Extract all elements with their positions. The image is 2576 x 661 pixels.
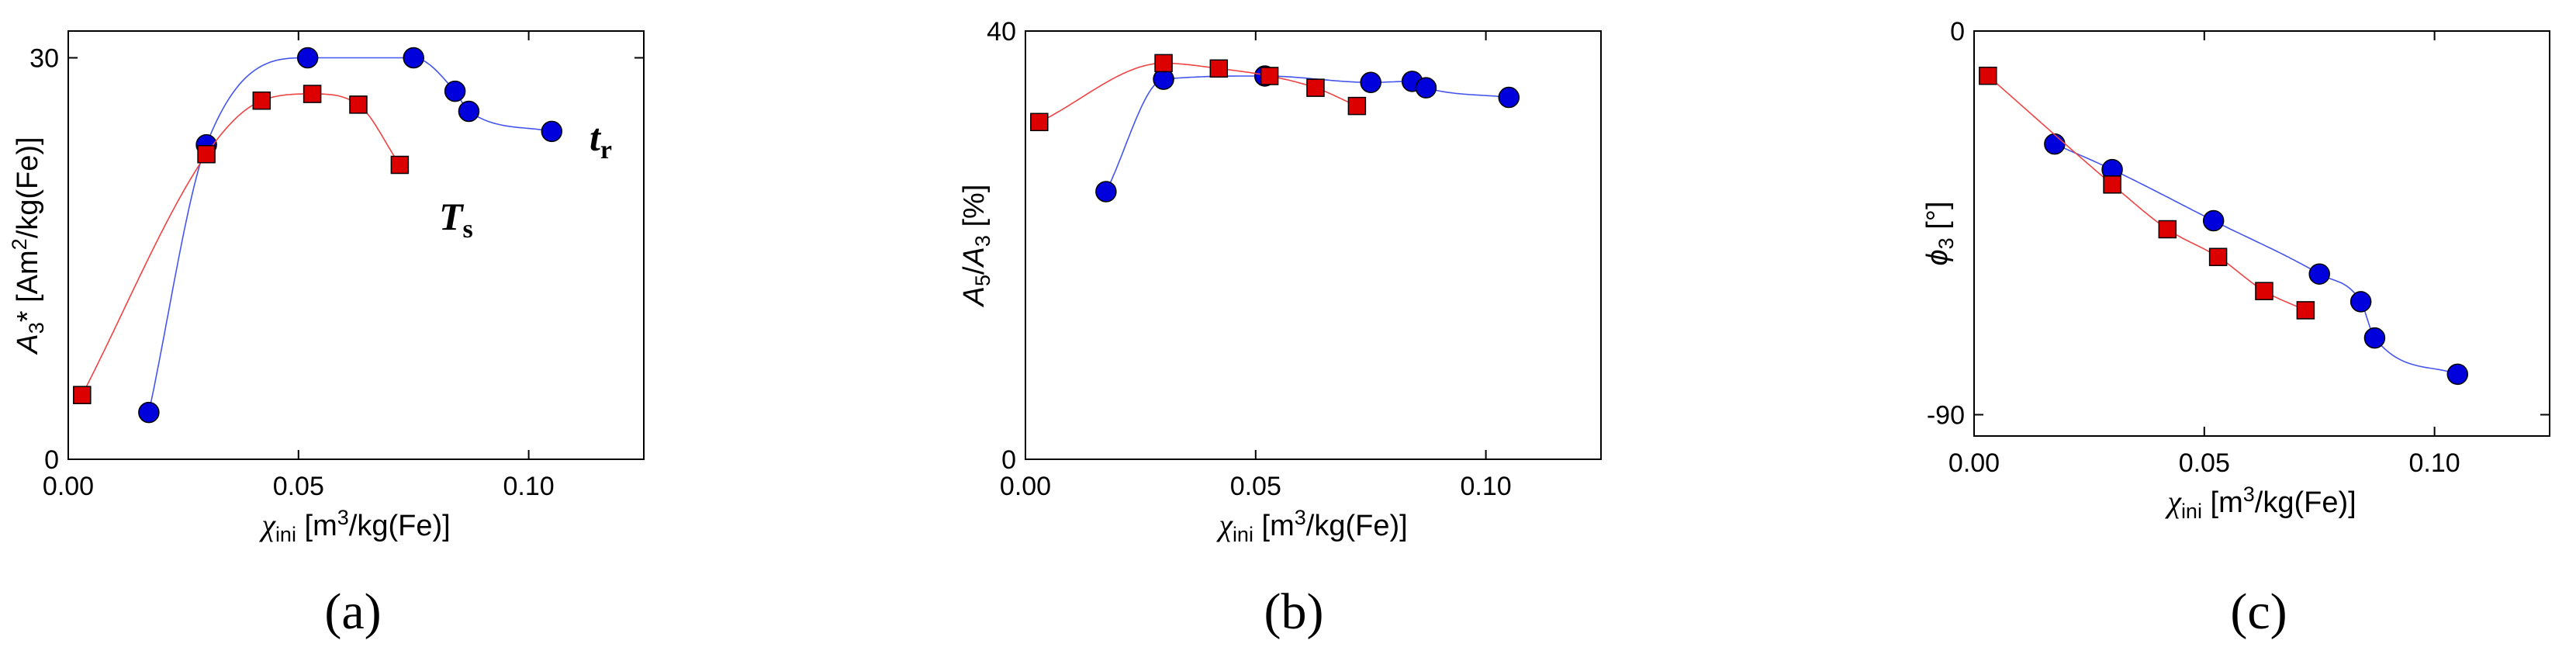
y-axis-label: A5/A3 [%] xyxy=(958,185,994,308)
data-point-square xyxy=(2103,175,2121,194)
x-tick-label: 0.10 xyxy=(2409,448,2460,478)
data-point-circle xyxy=(2044,133,2066,155)
y-axis-label: A3* [Am2/kg(Fe)] xyxy=(8,137,48,355)
series-label-tr: tr xyxy=(590,116,612,164)
data-point-square xyxy=(349,95,368,114)
data-point-circle xyxy=(444,80,466,102)
data-point-circle xyxy=(1498,86,1520,109)
data-point-circle xyxy=(1415,77,1437,99)
data-point-circle xyxy=(2446,363,2469,386)
data-point-circle xyxy=(541,120,563,143)
data-point-circle xyxy=(2350,291,2372,313)
plot-frame xyxy=(1973,30,2550,437)
series-line-tr xyxy=(148,57,552,413)
panel-label: (c) xyxy=(2230,583,2287,640)
data-point-square xyxy=(1306,78,1325,97)
chart-panel-1: 0.00 0.05 0.10 0 30 χini [m3/kg(Fe)] A3* [Am2/… xyxy=(8,30,645,640)
data-point-circle xyxy=(138,401,160,424)
x-tick-label: 0.05 xyxy=(2179,448,2230,478)
chart-panel-2: 0.00 0.05 0.10 0 40 χini [m3/kg(Fe)] A5/A3 [%]… xyxy=(958,17,1602,640)
data-point-circle xyxy=(2363,327,2386,349)
x-tick-label: 0.05 xyxy=(1230,472,1281,501)
plot-frame xyxy=(1025,30,1602,460)
series-line-Ts xyxy=(1039,62,1357,123)
y-axis-label: ϕ3 [°] xyxy=(1921,201,1958,265)
data-point-square xyxy=(2158,220,2177,239)
data-point-square xyxy=(1209,59,1229,78)
y-tick-label: -90 xyxy=(1927,401,1965,431)
series-line-Ts xyxy=(81,93,401,396)
data-point-circle xyxy=(2202,209,2225,232)
y-tick-label: 40 xyxy=(987,17,1016,47)
x-tick-label: 0.10 xyxy=(1461,472,1512,501)
data-point-circle xyxy=(403,47,424,69)
x-tick-label: 0.00 xyxy=(43,472,94,501)
data-point-square xyxy=(303,85,322,103)
data-point-square xyxy=(1030,112,1049,132)
x-axis-label: χini [m3/kg(Fe)] xyxy=(2164,483,2356,523)
data-point-circle xyxy=(1360,71,1381,93)
plot-frame xyxy=(67,30,645,460)
data-point-circle xyxy=(2308,263,2330,285)
y-tick-label: 0 xyxy=(1950,17,1965,47)
data-point-square xyxy=(390,155,410,175)
series-line-Ts xyxy=(1987,75,2306,311)
x-tick-label: 0.10 xyxy=(503,472,555,501)
data-point-circle xyxy=(458,100,480,123)
panel-label: (b) xyxy=(1264,583,1324,640)
data-point-circle xyxy=(296,47,319,69)
y-tick-label: 30 xyxy=(29,44,59,74)
x-tick-label: 0.05 xyxy=(273,472,324,501)
x-tick-label: 0.00 xyxy=(1948,448,2000,478)
data-point-circle xyxy=(1095,181,1117,202)
x-tick-label: 0.00 xyxy=(1000,472,1051,501)
data-point-square xyxy=(73,386,92,404)
series-label-ts: Ts xyxy=(439,195,473,244)
chart-panel-3: 0.00 0.05 0.10 -90 0 χini [m3/kg(Fe)] ϕ3 [°] (c… xyxy=(1921,17,2550,640)
panel-label: (a) xyxy=(324,583,381,640)
data-point-square xyxy=(2208,247,2228,266)
x-axis-label: χini [m3/kg(Fe)] xyxy=(258,506,450,546)
data-point-square xyxy=(252,91,271,110)
data-point-square xyxy=(1979,66,1997,85)
data-point-square xyxy=(1260,67,1279,85)
y-tick-label: 0 xyxy=(1001,445,1016,475)
y-tick-label: 0 xyxy=(44,445,59,475)
data-point-square xyxy=(1347,96,1367,116)
data-point-square xyxy=(197,144,216,164)
data-point-square xyxy=(2255,282,2273,300)
data-point-square xyxy=(2296,301,2315,320)
x-axis-label: χini [m3/kg(Fe)] xyxy=(1215,506,1407,546)
data-point-square xyxy=(1154,54,1173,73)
